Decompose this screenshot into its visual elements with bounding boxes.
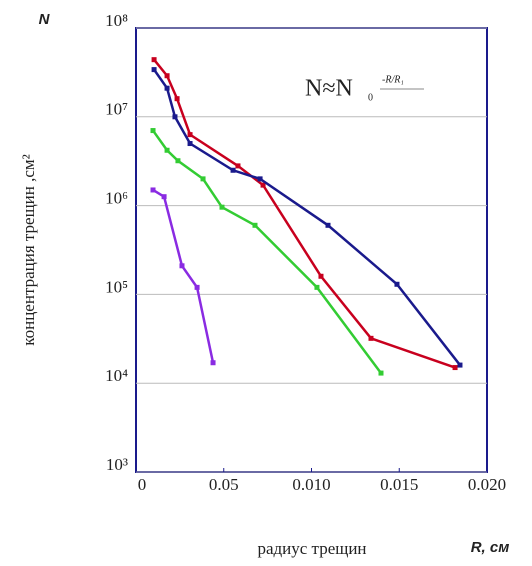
formula-main: N≈N xyxy=(305,76,353,102)
point xyxy=(368,335,374,341)
x-tick-label: 0 xyxy=(138,475,147,494)
point xyxy=(325,222,331,228)
point xyxy=(151,57,157,63)
point xyxy=(378,370,384,376)
y-tick-label: 10⁵ xyxy=(105,277,128,296)
series-line xyxy=(153,68,461,366)
point xyxy=(150,128,156,134)
corner-label: N xyxy=(39,11,51,28)
x-unit-label: R, см xyxy=(471,539,510,556)
point xyxy=(318,273,324,279)
point xyxy=(151,67,157,73)
x-axis-label: радиус трещин xyxy=(257,539,366,558)
point xyxy=(164,73,170,79)
point xyxy=(174,96,180,102)
point xyxy=(219,204,225,210)
series-line xyxy=(152,188,215,363)
point xyxy=(164,147,170,153)
point xyxy=(187,141,193,147)
point xyxy=(172,114,178,120)
point xyxy=(179,263,185,269)
y-tick-label: 10⁶ xyxy=(105,189,128,208)
point xyxy=(260,182,266,188)
formula-sub: 0 xyxy=(368,92,373,103)
x-tick-label: 0.05 xyxy=(209,475,239,494)
point xyxy=(252,222,258,228)
point xyxy=(257,176,263,182)
point xyxy=(194,284,200,290)
point xyxy=(314,284,320,290)
x-tick-label: 0.010 xyxy=(292,475,330,494)
x-tick-label: 0.015 xyxy=(380,475,418,494)
point xyxy=(200,176,206,182)
y-tick-label: 10⁷ xyxy=(105,100,128,119)
point xyxy=(164,85,170,91)
point xyxy=(235,163,241,169)
point xyxy=(210,360,216,366)
point xyxy=(457,362,463,368)
point xyxy=(394,281,400,287)
point xyxy=(230,167,236,173)
series-line xyxy=(152,129,382,374)
y-tick-label: 10³ xyxy=(106,455,128,474)
y-axis-label: концентрация трещин ,см² xyxy=(19,154,38,346)
point xyxy=(175,158,181,164)
point xyxy=(452,365,458,371)
point xyxy=(187,132,193,138)
series-line xyxy=(153,58,456,369)
formula-exp: -R/R₁ xyxy=(382,74,404,85)
y-tick-label: 10⁸ xyxy=(105,11,128,30)
point xyxy=(150,187,156,193)
x-tick-label: 0.020 xyxy=(468,475,506,494)
y-tick-label: 10⁴ xyxy=(105,366,128,385)
point xyxy=(161,194,167,200)
